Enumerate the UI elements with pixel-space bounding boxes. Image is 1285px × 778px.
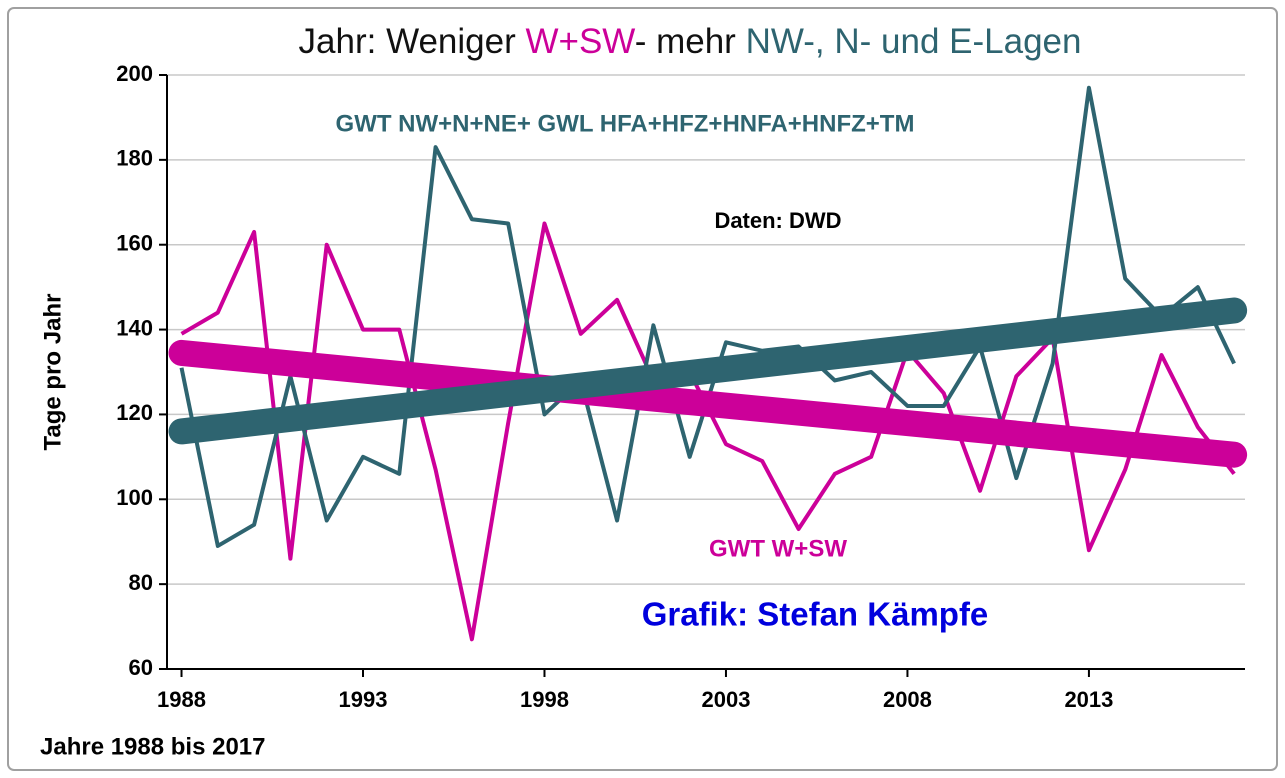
title-part: - mehr: [635, 22, 746, 61]
title-part: NW-, N- und E-Lagen: [746, 22, 1082, 61]
trend-line: [168, 339, 1248, 468]
x-tick-label: 1998: [520, 687, 569, 712]
trend-line: [168, 297, 1248, 445]
x-tick-label: 2013: [1064, 687, 1113, 712]
y-tick-label: 200: [116, 61, 153, 86]
y-tick-label: 100: [116, 485, 153, 510]
series-label: GWT NW+N+NE+ GWL HFA+HFZ+HNFA+HNFZ+TM: [336, 110, 915, 137]
x-tick-label: 2008: [883, 687, 932, 712]
x-tick-label: 1993: [339, 687, 388, 712]
y-tick-label: 180: [116, 146, 153, 171]
annotation: Daten: DWD: [714, 208, 841, 233]
y-tick-label: 120: [116, 400, 153, 425]
y-tick-label: 160: [116, 231, 153, 256]
annotation: Grafik: Stefan Kämpfe: [642, 596, 989, 633]
y-tick-label: 60: [129, 655, 153, 680]
x-axis-label: Jahre 1988 bis 2017: [40, 733, 266, 760]
chart-title: Jahr: Weniger W+SW- mehr NW-, N- und E-L…: [299, 22, 1082, 61]
y-tick-label: 80: [129, 570, 153, 595]
title-part: Jahr: Weniger: [299, 22, 526, 61]
y-axis-label: Tage pro Jahr: [39, 294, 66, 451]
y-tick-label: 140: [116, 315, 153, 340]
title-part: W+SW: [525, 22, 635, 61]
x-tick-label: 2003: [701, 687, 750, 712]
x-tick-label: 1988: [157, 687, 206, 712]
series-label: GWT W+SW: [709, 535, 847, 562]
